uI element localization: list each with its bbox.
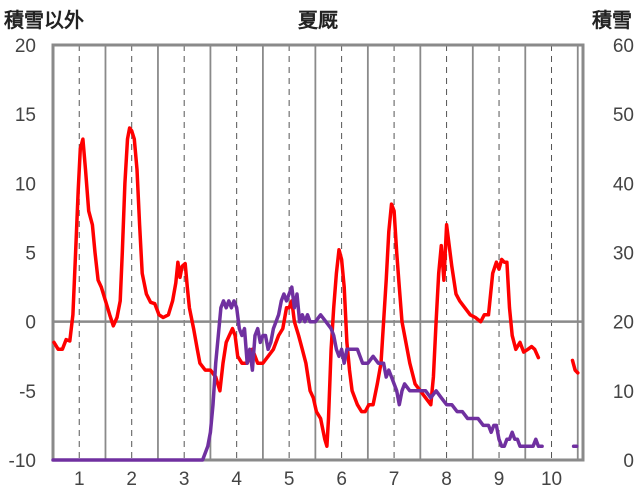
grid-lines: [78, 45, 579, 460]
x-tick-label: 8: [441, 469, 452, 490]
right-y-tick-label: 10: [613, 382, 634, 403]
right-y-tick-label: 0: [623, 451, 634, 472]
left-y-tick-label: -5: [19, 382, 36, 403]
series-line-1: [570, 358, 580, 375]
right-y-tick-labels: 0 10 20 30 40 50 60: [613, 36, 634, 472]
left-y-tick-label: 5: [25, 244, 36, 265]
left-y-tick-label: 0: [25, 313, 36, 334]
series-line-2: [51, 285, 541, 462]
x-tick-label: 3: [179, 469, 190, 490]
chart-title: 夏厩: [298, 10, 338, 32]
x-tick-label: 5: [284, 469, 295, 490]
left-y-tick-labels: -10 -5 0 5 10 15 20: [9, 36, 36, 472]
x-tick-labels: 1 2 3 4 5 6 7 8 9 10: [74, 469, 562, 490]
right-y-tick-label: 50: [613, 105, 634, 126]
x-tick-label: 6: [336, 469, 347, 490]
left-y-tick-label: 20: [15, 36, 36, 57]
series-line-1: [52, 126, 541, 448]
right-y-tick-label: 40: [613, 174, 634, 195]
right-y-tick-label: 30: [613, 244, 634, 265]
x-tick-label: 9: [494, 469, 505, 490]
x-tick-label: 2: [126, 469, 137, 490]
left-y-tick-label: 10: [15, 174, 36, 195]
right-y-tick-label: 20: [613, 313, 634, 334]
right-y-tick-label: 60: [613, 36, 634, 57]
series-layer: [51, 126, 580, 462]
left-y-tick-label: -10: [9, 451, 36, 472]
left-axis-label: 積雪以外: [4, 10, 84, 32]
x-tick-label: 1: [74, 469, 85, 490]
left-y-tick-label: 15: [15, 105, 36, 126]
x-tick-label: 7: [389, 469, 400, 490]
plot-frame: [51, 43, 585, 462]
x-tick-label: 10: [541, 469, 562, 490]
right-axis-label: 積雪: [592, 10, 632, 32]
x-tick-label: 4: [231, 469, 242, 490]
